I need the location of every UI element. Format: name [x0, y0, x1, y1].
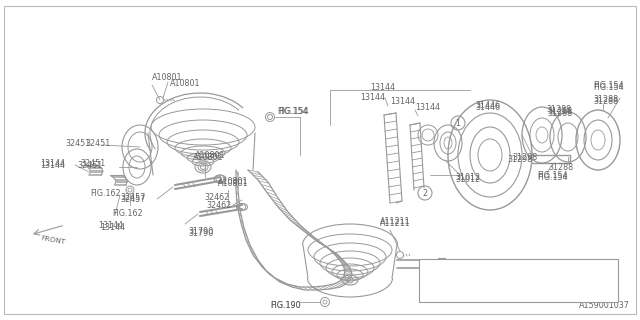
Text: 13144: 13144	[100, 222, 125, 231]
Text: A159001037: A159001037	[579, 301, 630, 310]
Text: FIG.154: FIG.154	[277, 107, 308, 116]
Bar	[419, 259, 618, 302]
Text: 31012: 31012	[455, 174, 480, 183]
Text: 2: 2	[431, 287, 436, 296]
Text: 1: 1	[456, 118, 461, 127]
Text: FIG.190: FIG.190	[270, 300, 301, 309]
Text: 32462: 32462	[207, 201, 232, 210]
Text: 31298: 31298	[512, 153, 537, 162]
Text: 2: 2	[422, 188, 428, 197]
Text: 32451: 32451	[77, 161, 102, 170]
Text: 32451: 32451	[65, 139, 90, 148]
Text: 31288: 31288	[593, 95, 618, 105]
Text: 31288: 31288	[548, 163, 573, 172]
Text: FIG.154: FIG.154	[593, 84, 623, 92]
Text: 13144: 13144	[40, 161, 65, 170]
Text: A10801: A10801	[152, 74, 182, 83]
Text: 31668: 31668	[464, 266, 489, 275]
Text: A10801: A10801	[193, 153, 223, 162]
Text: FIG.154: FIG.154	[537, 171, 568, 180]
Text: 13144: 13144	[390, 98, 415, 107]
Text: A11211: A11211	[380, 219, 411, 228]
Text: FIG.190: FIG.190	[270, 300, 301, 309]
Text: A11211: A11211	[380, 217, 411, 226]
Text: A10801: A10801	[195, 150, 225, 159]
Text: 32451: 32451	[80, 158, 105, 167]
Text: 13144: 13144	[370, 83, 395, 92]
Text: A10801: A10801	[170, 78, 200, 87]
Text: 13144: 13144	[40, 158, 65, 167]
Text: A10801: A10801	[218, 180, 248, 188]
Text: 31446: 31446	[475, 102, 500, 111]
Text: 31552A: 31552A	[461, 287, 492, 296]
Text: FIG.162: FIG.162	[90, 188, 120, 197]
Text: 31288: 31288	[547, 107, 572, 116]
Text: 31012: 31012	[455, 172, 480, 181]
Text: 31790: 31790	[188, 228, 213, 236]
Text: FIG.154: FIG.154	[278, 107, 308, 116]
Text: 1: 1	[432, 266, 436, 275]
Text: 32457: 32457	[120, 195, 145, 204]
Text: A10801: A10801	[218, 178, 248, 187]
Text: FIG.154: FIG.154	[593, 82, 623, 91]
Text: FIG.162: FIG.162	[112, 210, 143, 219]
Text: 31288: 31288	[547, 108, 572, 117]
Text: 31790: 31790	[188, 229, 213, 238]
Text: 32451: 32451	[85, 139, 110, 148]
Text: 31288: 31288	[593, 98, 618, 107]
Text: <'14MY1303-  >: <'14MY1303- >	[534, 267, 595, 273]
Text: 31446: 31446	[475, 100, 500, 109]
Text: FRONT: FRONT	[40, 235, 66, 245]
Text: 32457: 32457	[120, 193, 145, 202]
Text: FIG.154: FIG.154	[537, 172, 568, 181]
Text: 13144: 13144	[360, 93, 385, 102]
Text: 31298: 31298	[507, 156, 532, 164]
Text: 31288: 31288	[546, 105, 571, 114]
Text: 32462: 32462	[205, 194, 230, 203]
Text: 13144: 13144	[415, 103, 440, 113]
Text: 13144: 13144	[98, 220, 123, 229]
